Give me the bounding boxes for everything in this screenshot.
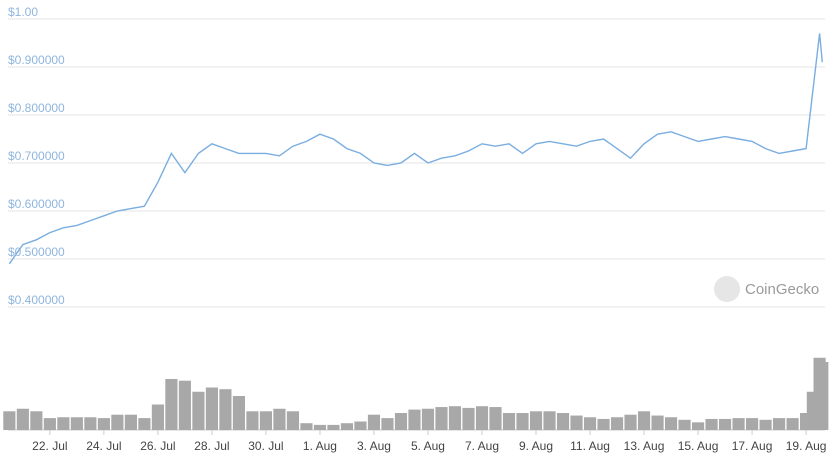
volume-bar	[732, 418, 745, 430]
x-tick-label: 17. Aug	[732, 439, 773, 453]
volume-bar	[691, 422, 705, 430]
volume-bar	[610, 417, 624, 430]
volume-bar	[340, 423, 354, 430]
volume-bar	[448, 406, 462, 430]
volume-bar	[300, 423, 313, 430]
x-tick-label: 3. Aug	[357, 439, 391, 453]
volume-bar	[70, 417, 83, 430]
volume-bar	[394, 413, 408, 430]
volume-bar	[705, 418, 718, 430]
volume-bar	[178, 380, 191, 430]
volume-bar	[759, 419, 772, 430]
x-tick-label: 30. Jul	[248, 439, 283, 453]
volume-bar	[462, 407, 475, 430]
price-line	[8, 33, 823, 265]
volume-bar	[624, 414, 637, 430]
y-tick-label: $1.00	[8, 5, 38, 19]
volume-bar	[259, 411, 273, 430]
volume-bar	[773, 418, 786, 430]
watermark: CoinGecko	[714, 276, 819, 302]
volume-bar	[637, 411, 651, 430]
volume-bar	[84, 417, 97, 430]
volume-bar	[286, 411, 300, 430]
volume-bar	[246, 411, 259, 430]
x-tick-label: 7. Aug	[465, 439, 499, 453]
volume-bar	[16, 408, 29, 430]
volume-bar	[97, 418, 110, 430]
volume-bar	[489, 407, 502, 430]
x-tick-label: 13. Aug	[624, 439, 665, 453]
volume-bar	[678, 419, 691, 430]
volume-bar	[651, 415, 664, 430]
y-tick-label: $0.400000	[8, 293, 65, 307]
volume-bar	[313, 424, 327, 430]
volume-bar	[408, 409, 421, 430]
x-tick-label: 5. Aug	[411, 439, 445, 453]
y-tick-label: $0.700000	[8, 149, 65, 163]
volume-bar	[381, 418, 394, 430]
volume-bar	[205, 387, 218, 430]
x-tick-label: 22. Jul	[32, 439, 67, 453]
volume-bar	[583, 417, 597, 430]
watermark-logo	[714, 276, 740, 302]
y-tick-label: $0.600000	[8, 197, 65, 211]
volume-bar	[746, 418, 759, 430]
x-tick-label: 24. Jul	[86, 439, 121, 453]
volume-bar	[786, 418, 799, 430]
x-tick-label: 15. Aug	[678, 439, 719, 453]
y-tick-label: $0.500000	[8, 245, 65, 259]
volume-bar	[529, 411, 543, 430]
y-tick-label: $0.800000	[8, 101, 65, 115]
volume-bar	[192, 391, 205, 430]
volume-bar	[597, 418, 610, 430]
volume-bar	[3, 411, 16, 430]
x-tick-label: 9. Aug	[519, 439, 553, 453]
x-tick-label: 26. Jul	[140, 439, 175, 453]
volume-bar	[124, 414, 137, 430]
volume-bar	[502, 413, 516, 430]
volume-bar	[570, 415, 583, 430]
volume-bar	[30, 411, 43, 430]
y-tick-label: $0.900000	[8, 53, 65, 67]
plot: $1.00 $0.900000 $0.800000 $0.700000 $0.60000…	[3, 5, 829, 453]
watermark-text: CoinGecko	[745, 281, 819, 298]
volume-bar	[816, 362, 829, 430]
volume-bar	[327, 424, 340, 430]
volume-bar	[111, 414, 124, 430]
volume-bar	[138, 418, 151, 430]
x-tick-label: 28. Jul	[194, 439, 229, 453]
x-tick-label: 11. Aug	[570, 439, 610, 453]
volume-bar	[151, 404, 164, 430]
volume-bar	[556, 413, 570, 430]
volume-bar	[43, 418, 56, 430]
volume-bar	[435, 407, 448, 430]
volume-bar	[516, 413, 529, 430]
volume-bar	[718, 418, 732, 430]
volume-bar	[664, 417, 678, 430]
volume-bar	[273, 408, 286, 430]
volume-bar	[57, 417, 70, 430]
volume-bar	[475, 406, 489, 430]
volume-bar	[219, 389, 232, 430]
volume-bar	[543, 411, 556, 430]
volume-bar	[165, 379, 178, 430]
volume-bar	[232, 396, 245, 430]
x-tick-label: 19. Aug	[786, 439, 827, 453]
volume-bar	[354, 421, 367, 430]
volume-bar	[421, 408, 435, 430]
volume-bar	[367, 414, 381, 430]
x-tick-label: 1. Aug	[303, 439, 337, 453]
